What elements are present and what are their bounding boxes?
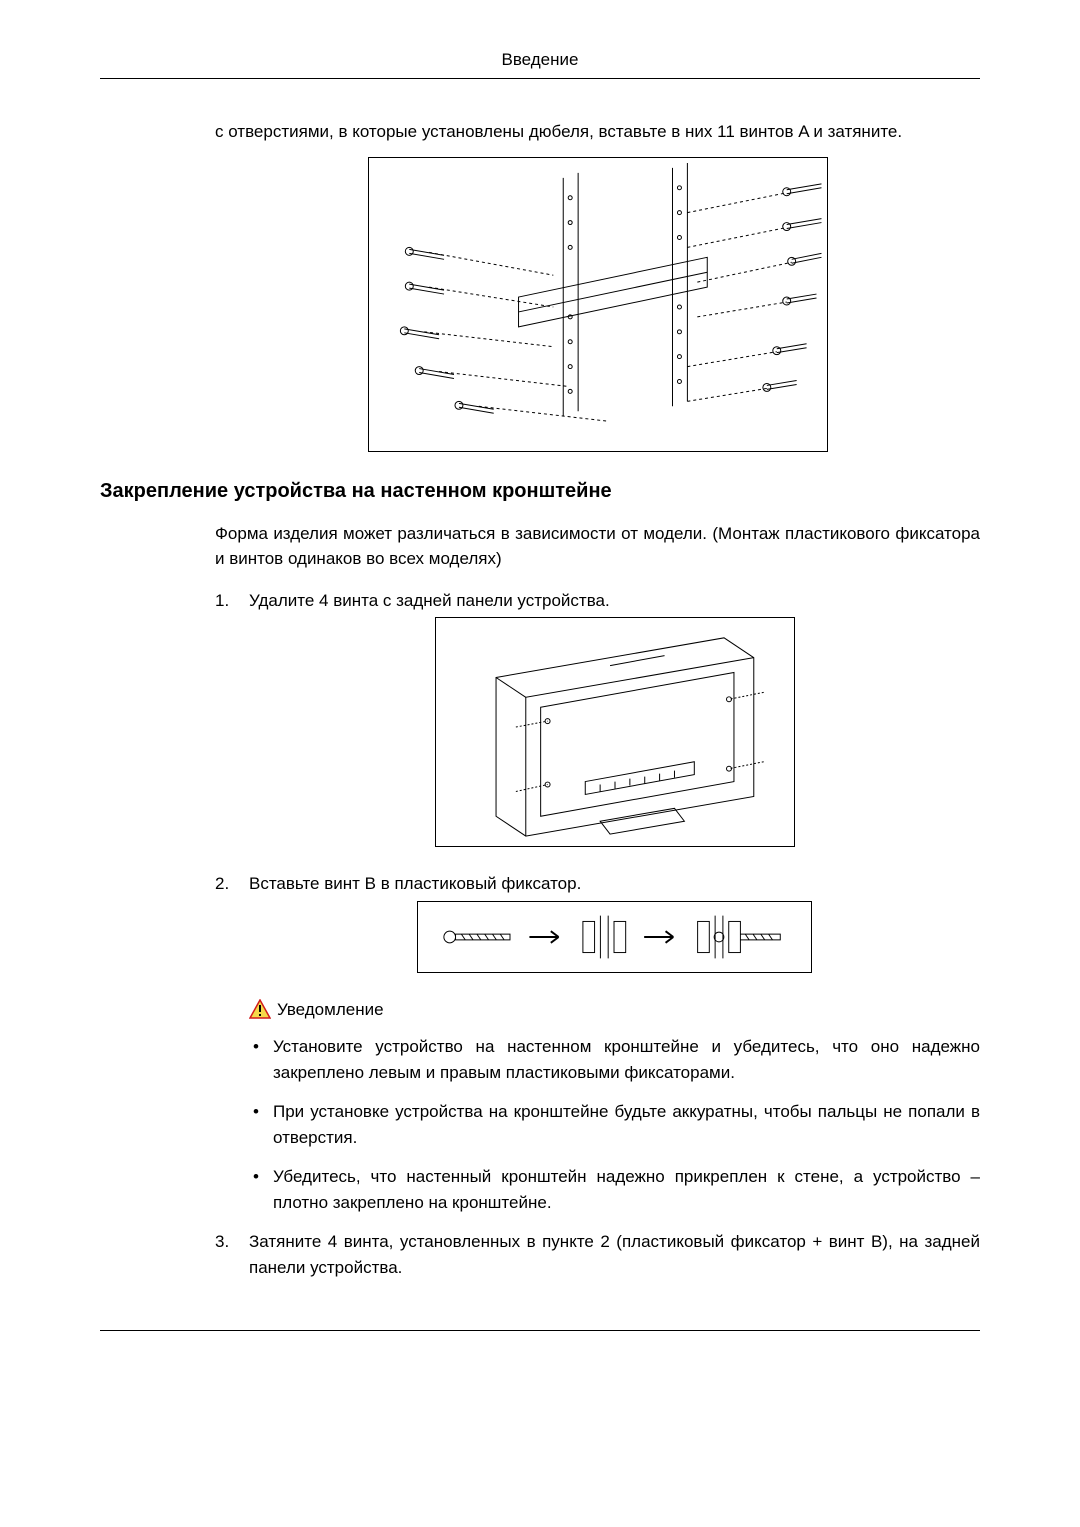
step-1: Удалите 4 винта с задней панели устройст… xyxy=(215,588,980,848)
figure-screw-holder xyxy=(417,901,812,973)
section-heading: Закрепление устройства на настенном крон… xyxy=(100,480,980,503)
page: Введение с отверстиями, в которые устано… xyxy=(0,0,1080,1371)
continuation-paragraph: с отверстиями, в которые установлены дюб… xyxy=(215,119,980,145)
content: с отверстиями, в которые установлены дюб… xyxy=(215,119,980,452)
footer-rule xyxy=(100,1330,980,1331)
section-body: Форма изделия может различаться в зависи… xyxy=(215,521,980,1281)
section-lead: Форма изделия может различаться в зависи… xyxy=(215,521,980,572)
notice-bullets: Установите устройство на настенном кронш… xyxy=(249,1034,980,1215)
notice-label: Уведомление xyxy=(277,997,384,1023)
notice-bullet-3: Убедитесь, что настенный кронштейн надеж… xyxy=(249,1164,980,1215)
warning-icon xyxy=(249,999,271,1019)
step-2: Вставьте винт B в пластиковый фиксатор. xyxy=(215,871,980,1215)
step-1-text: Удалите 4 винта с задней панели устройст… xyxy=(249,591,610,610)
running-header-text: Введение xyxy=(502,50,579,69)
notice-bullet-2: При установке устройства на кронштейне б… xyxy=(249,1099,980,1150)
step-2-text: Вставьте винт B в пластиковый фиксатор. xyxy=(249,874,581,893)
notice-bullet-1: Установите устройство на настенном кронш… xyxy=(249,1034,980,1085)
step-3-text: Затяните 4 винта, установленных в пункте… xyxy=(249,1232,980,1277)
running-header: Введение xyxy=(100,50,980,79)
steps-list: Удалите 4 винта с задней панели устройст… xyxy=(215,588,980,1281)
figure-bracket-assembly xyxy=(368,157,828,452)
step-3: Затяните 4 винта, установленных в пункте… xyxy=(215,1229,980,1280)
notice-header: Уведомление xyxy=(249,997,980,1023)
figure-tv-rear xyxy=(435,617,795,847)
